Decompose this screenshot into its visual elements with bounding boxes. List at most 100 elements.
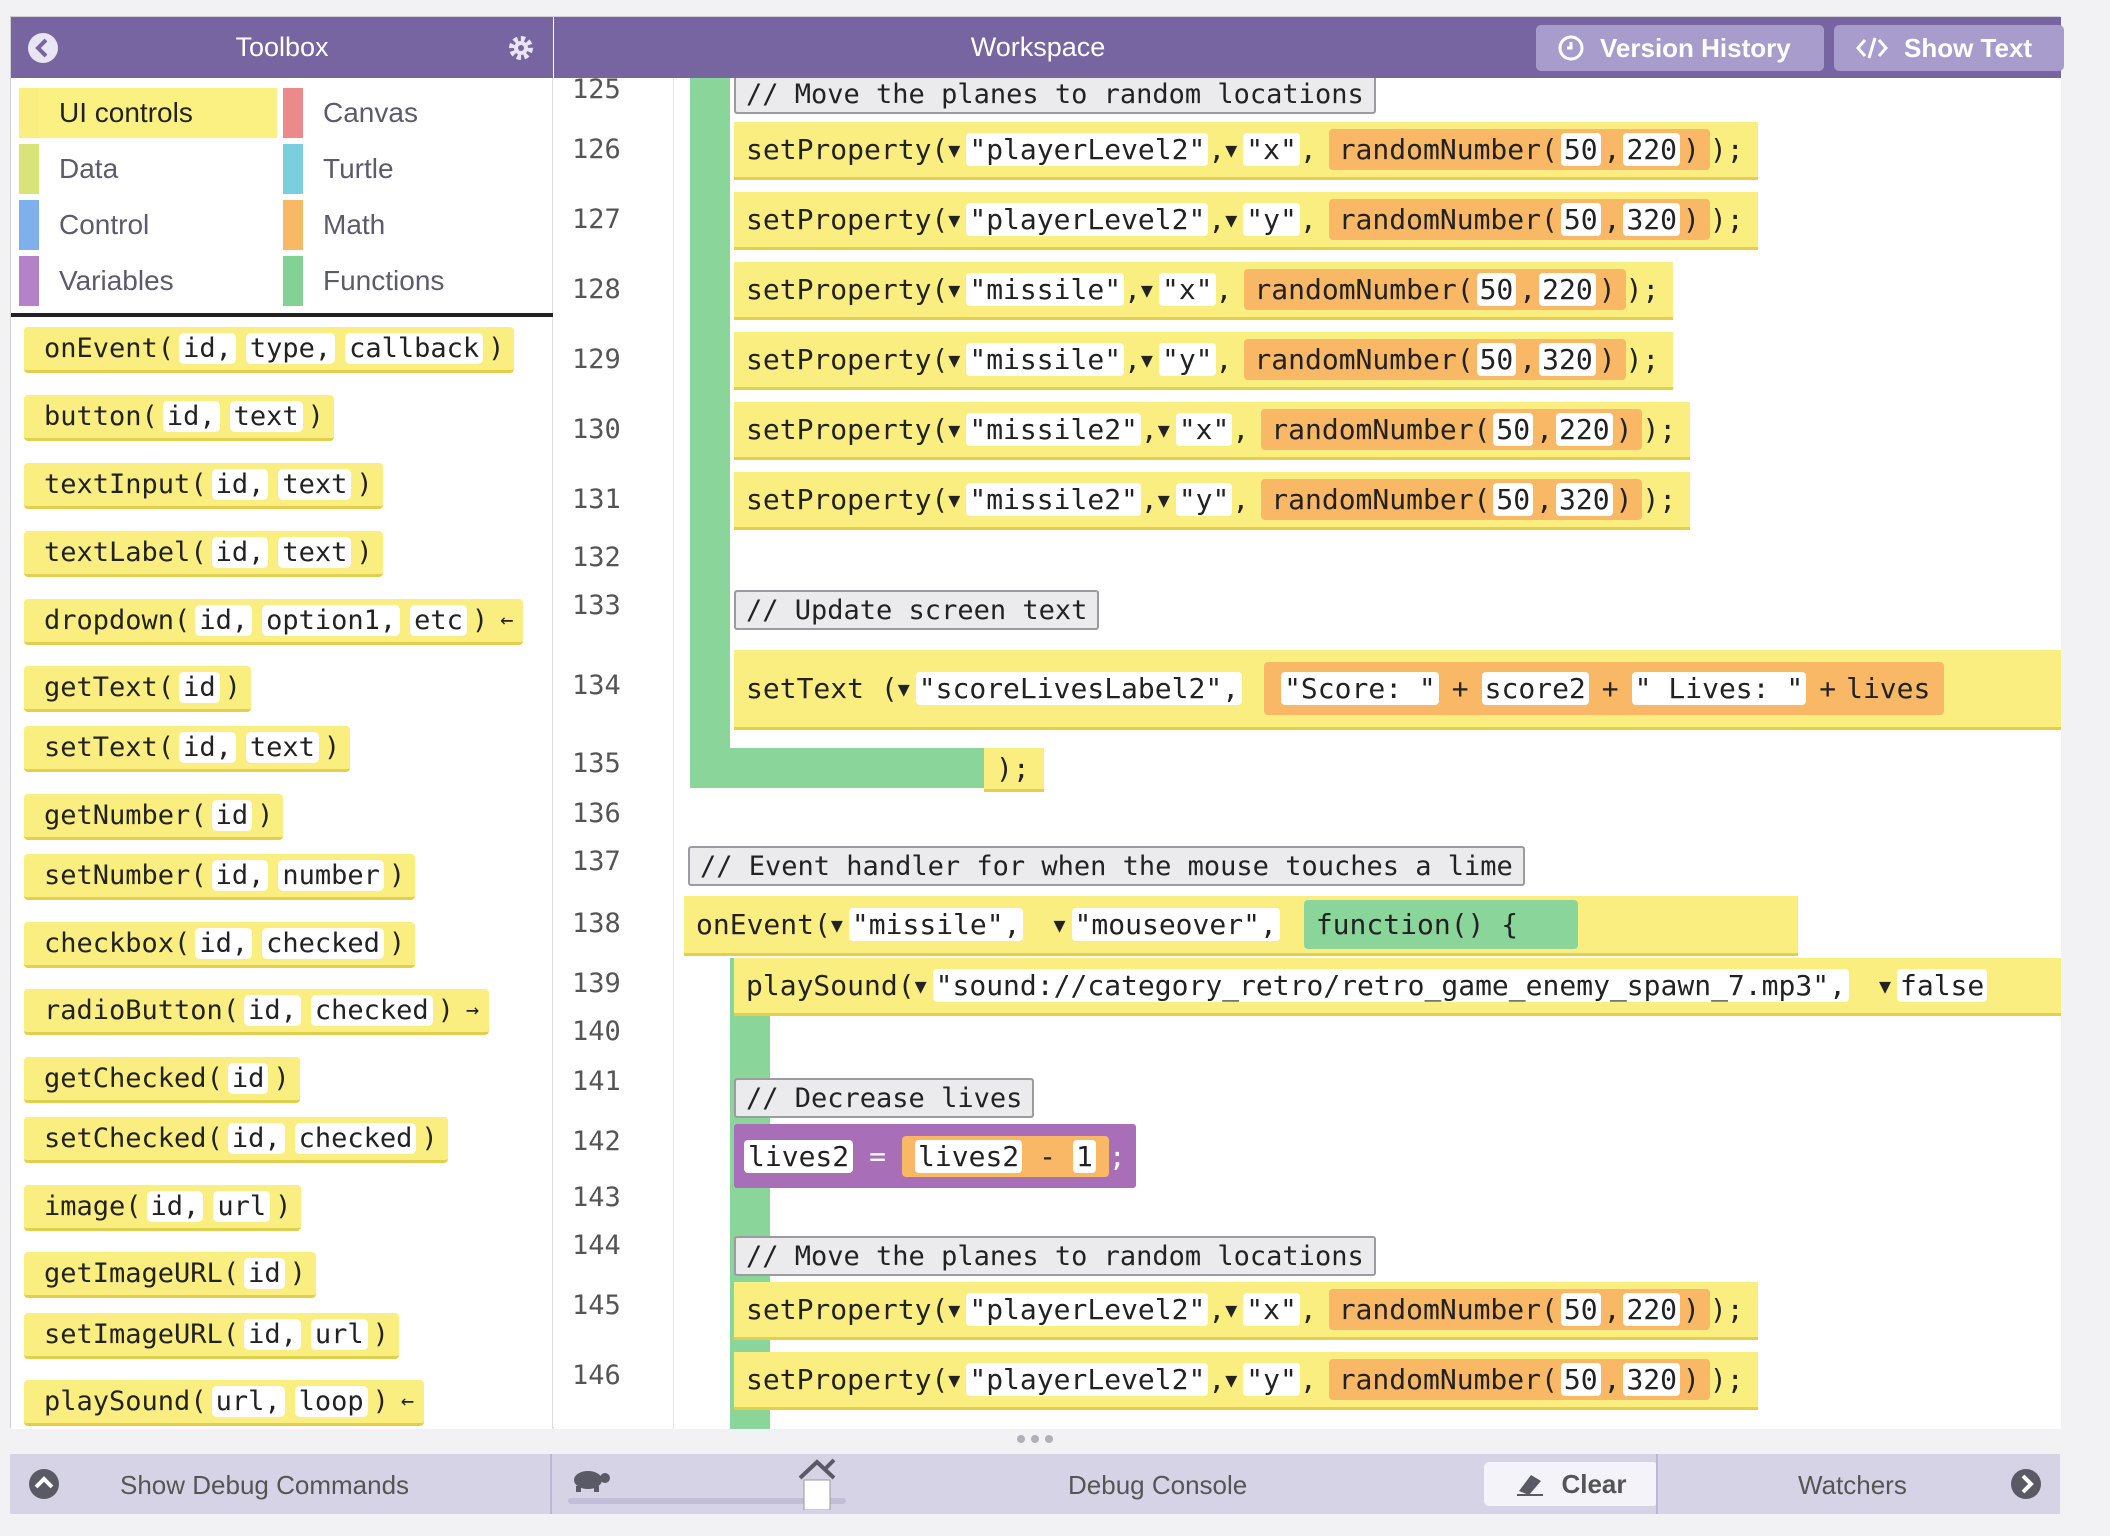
random-number-block[interactable]: randomNumber(50, 220) — [1328, 129, 1710, 170]
category-canvas[interactable]: Canvas — [283, 88, 545, 138]
toolbox-block-setImageURL[interactable]: setImageURL(id, url) — [24, 1313, 399, 1359]
version-history-button[interactable]: Version History — [1536, 25, 1824, 71]
dropdown-arrow-icon[interactable]: ▼ — [948, 347, 961, 372]
play-sound-block[interactable]: playSound(▼ "sound://category_retro/retro… — [734, 958, 2061, 1016]
paren: ( — [190, 537, 207, 568]
set-property-block[interactable]: setProperty(▼ "playerLevel2", ▼ "x", random… — [734, 1282, 1758, 1340]
dropdown-arrow-icon[interactable]: ▼ — [1157, 487, 1170, 512]
set-property-block[interactable]: setProperty(▼ "playerLevel2", ▼ "y", random… — [734, 192, 1758, 250]
dropdown-arrow-icon[interactable]: ▼ — [948, 487, 961, 512]
show-debug-commands-label[interactable]: Show Debug Commands — [120, 1470, 410, 1500]
dropdown-arrow-icon[interactable]: ▼ — [897, 676, 910, 701]
on-event-block[interactable]: onEvent(▼ "missile", ▼ "mouseover", function… — [684, 896, 1798, 956]
random-number-block[interactable]: randomNumber(50, 320) — [1261, 479, 1643, 520]
dropdown-arrow-icon[interactable]: ▼ — [948, 1297, 961, 1322]
line-number: 138 — [572, 908, 621, 939]
clear-button[interactable]: Clear — [1484, 1462, 1658, 1506]
toolbox-block-image[interactable]: image(id, url) — [24, 1185, 302, 1231]
toolbox-block-setChecked[interactable]: setChecked(id, checked) — [24, 1117, 448, 1163]
toolbox-block-getNumber[interactable]: getNumber(id) — [24, 794, 284, 840]
random-number-block[interactable]: randomNumber(50, 220) — [1261, 409, 1643, 450]
toolbox-block-getImageURL[interactable]: getImageURL(id) — [24, 1252, 316, 1298]
debug-bar: Show Debug Commands Debug Console Clear … — [10, 1454, 2060, 1514]
param-arrow-icon[interactable]: ← — [400, 1389, 415, 1414]
dropdown-arrow-icon[interactable]: ▼ — [1878, 973, 1891, 998]
block-name: checkbox — [44, 928, 175, 959]
set-property-block[interactable]: setProperty(▼ "missile", ▼ "x", randomNumbe… — [734, 262, 1674, 320]
assignment-block[interactable]: lives2 = lives2-1; — [734, 1124, 1136, 1188]
dropdown-arrow-icon[interactable]: ▼ — [1053, 912, 1066, 937]
category-functions[interactable]: Functions — [283, 256, 545, 306]
category-turtle[interactable]: Turtle — [283, 144, 545, 194]
toolbox-block-button[interactable]: button(id, text) — [24, 395, 334, 441]
toolbox-block-getText[interactable]: getText(id) — [24, 666, 251, 712]
semicolon: ); — [1709, 133, 1744, 166]
fn-name: setText ( — [746, 672, 898, 705]
category-variables[interactable]: Variables — [19, 256, 277, 306]
toolbox-block-dropdown[interactable]: dropdown(id, option1, etc) ← — [24, 599, 524, 645]
dropdown-arrow-icon[interactable]: ▼ — [1157, 417, 1170, 442]
dropdown-arrow-icon[interactable]: ▼ — [830, 912, 843, 937]
toolbox-block-getChecked[interactable]: getChecked(id) — [24, 1057, 300, 1103]
random-number-block[interactable]: randomNumber(50, 320) — [1328, 1359, 1710, 1400]
show-text-label: Show Text — [1904, 32, 2033, 63]
category-ui-controls[interactable]: UI controls — [19, 88, 277, 138]
speed-slider-handle[interactable] — [796, 1458, 838, 1510]
toolbox-block-onEvent[interactable]: onEvent(id, type, callback) — [24, 327, 515, 373]
toolbox-block-setText[interactable]: setText(id, text) — [24, 726, 351, 772]
set-text-block[interactable]: setText (▼ "scoreLivesLabel2", "Score: " + s… — [734, 650, 2061, 730]
dropdown-arrow-icon[interactable]: ▼ — [1225, 137, 1238, 162]
gear-icon[interactable] — [505, 32, 537, 64]
category-data[interactable]: Data — [19, 144, 277, 194]
toolbox-block-textInput[interactable]: textInput(id, text) — [24, 463, 383, 509]
set-property-block[interactable]: setProperty(▼ "playerLevel2", ▼ "x", random… — [734, 122, 1758, 180]
param-arrow-icon[interactable]: → — [465, 998, 480, 1023]
number-value: 50 — [1560, 203, 1601, 236]
category-control[interactable]: Control — [19, 200, 277, 250]
expand-watchers-icon[interactable] — [2010, 1468, 2042, 1500]
dropdown-arrow-icon[interactable]: ▼ — [1140, 277, 1153, 302]
resize-handle[interactable] — [1015, 1434, 1055, 1444]
dropdown-arrow-icon[interactable]: ▼ — [914, 973, 927, 998]
paren: ) — [1615, 483, 1633, 516]
divider — [550, 1454, 552, 1514]
random-number-block[interactable]: randomNumber(50, 320) — [1328, 199, 1710, 240]
dropdown-arrow-icon[interactable]: ▼ — [948, 137, 961, 162]
random-number-block[interactable]: randomNumber(50, 220) — [1328, 1289, 1710, 1330]
set-property-block[interactable]: setProperty(▼ "playerLevel2", ▼ "y", random… — [734, 1352, 1758, 1410]
dropdown-arrow-icon[interactable]: ▼ — [1225, 207, 1238, 232]
toolbox-block-checkbox[interactable]: checkbox(id, checked) — [24, 922, 416, 968]
dropdown-arrow-icon[interactable]: ▼ — [948, 1367, 961, 1392]
number-value: 50 — [1560, 1293, 1601, 1326]
toolbox-block-setNumber[interactable]: setNumber(id, number) — [24, 854, 416, 900]
expand-debug-icon[interactable] — [28, 1468, 60, 1500]
random-number-block[interactable]: randomNumber(50, 320) — [1244, 339, 1626, 380]
dropdown-arrow-icon[interactable]: ▼ — [948, 277, 961, 302]
random-number-block[interactable]: randomNumber(50, 220) — [1244, 269, 1626, 310]
category-math[interactable]: Math — [283, 200, 545, 250]
toolbox-block-playSound[interactable]: playSound(url, loop) ← — [24, 1380, 425, 1426]
comma: , — [1603, 1293, 1621, 1326]
workspace-panel[interactable]: 125 126 127 128 129 130 131 132 133 134 135 136 137 1… — [554, 78, 2061, 1429]
category-label: Variables — [59, 265, 174, 296]
set-property-block[interactable]: setProperty(▼ "missile2", ▼ "x", randomNumb… — [734, 402, 1691, 460]
concat-block[interactable]: "Score: " + score2 + " Lives: " + lives — [1264, 662, 1945, 715]
param-arrow-icon[interactable]: ← — [500, 608, 514, 633]
dropdown-arrow-icon[interactable]: ▼ — [948, 207, 961, 232]
speed-slider-track[interactable] — [568, 1498, 846, 1504]
block-arg: checked — [294, 1123, 417, 1154]
block-name: button — [44, 401, 142, 432]
set-property-block[interactable]: setProperty(▼ "missile", ▼ "y", randomNumbe… — [734, 332, 1674, 390]
toolbox-block-radioButton[interactable]: radioButton(id, checked) → — [24, 989, 490, 1035]
dropdown-arrow-icon[interactable]: ▼ — [1140, 347, 1153, 372]
fn-name: randomNumber( — [1271, 483, 1491, 516]
toolbox-block-textLabel[interactable]: textLabel(id, text) — [24, 531, 383, 577]
set-property-block[interactable]: setProperty(▼ "missile2", ▼ "y", randomNumb… — [734, 472, 1691, 530]
show-text-button[interactable]: Show Text — [1834, 25, 2064, 71]
dropdown-arrow-icon[interactable]: ▼ — [1225, 1297, 1238, 1322]
dropdown-arrow-icon[interactable]: ▼ — [948, 417, 961, 442]
collapse-toolbox-icon[interactable] — [27, 32, 59, 64]
dropdown-arrow-icon[interactable]: ▼ — [1225, 1367, 1238, 1392]
function-block[interactable]: function() { — [1303, 900, 1579, 949]
math-block[interactable]: lives2-1 — [902, 1135, 1109, 1177]
